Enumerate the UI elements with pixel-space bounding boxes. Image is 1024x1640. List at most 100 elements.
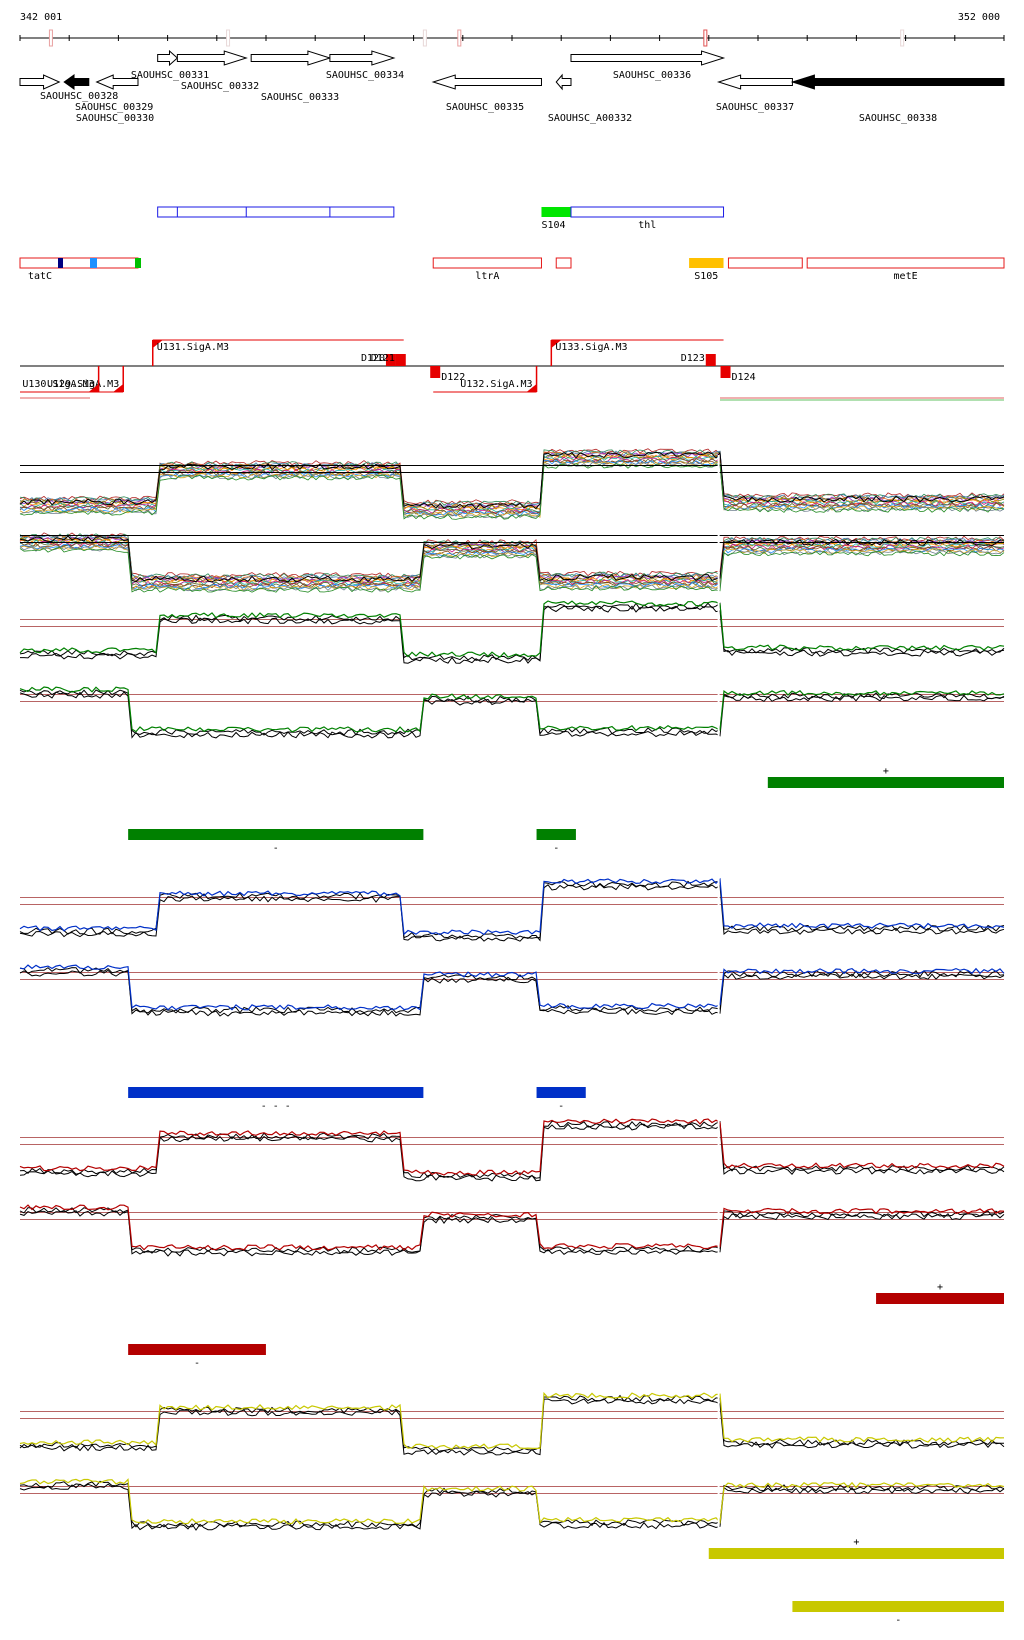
gene-arrow-SAOUHSC_00334 xyxy=(329,50,396,66)
overview-line xyxy=(19,448,1005,506)
axis-end-label: 352 000 xyxy=(957,12,1000,23)
domain-track: S104 thl xyxy=(157,206,725,231)
feature-box-2 xyxy=(555,257,572,269)
segment-bars-2: +- xyxy=(128,1282,1004,1369)
segment-bar-minus xyxy=(536,829,576,840)
segment-bars-0: + - - xyxy=(128,766,1004,854)
gene-label-SAOUHSC_00328: SAOUHSC_00328 xyxy=(40,91,118,102)
feature-label-ltrA: ltrA xyxy=(475,271,499,282)
gene-arrow-SAOUHSC_00338 xyxy=(790,74,1005,90)
track-minus-panel-2 xyxy=(19,1190,1005,1260)
terminator-label-D123: D123 xyxy=(681,353,705,364)
segment-bar-minus-label: - xyxy=(895,1615,901,1626)
profile-line-black xyxy=(20,605,1005,664)
segment-bar-minus-label: - xyxy=(553,843,559,854)
segment-bar-minus xyxy=(536,1087,586,1098)
profile-line-black xyxy=(19,1397,1005,1456)
promoter-flag-U129.SigA.M3 xyxy=(113,384,124,392)
axis-start-label: 342 001 xyxy=(20,12,63,23)
overview-line xyxy=(19,546,1005,593)
feature-box-1 xyxy=(432,257,542,269)
feature-box-4 xyxy=(727,257,803,269)
profile-line-colored xyxy=(19,1478,1005,1525)
profile-line-colored xyxy=(19,600,1005,658)
axis-marker xyxy=(457,29,462,47)
gene-arrow-SAOUHSC_00329 xyxy=(63,74,90,90)
axis-marker xyxy=(900,29,905,47)
terminator-D123 xyxy=(705,354,716,366)
profile-line-black xyxy=(19,689,1005,736)
segment-bar-plus-label: + xyxy=(883,766,889,777)
overview-line xyxy=(19,451,1005,509)
overview-plus-panel xyxy=(19,448,1005,525)
profile-line-black xyxy=(19,880,1005,939)
overview-minus-panel xyxy=(19,525,1005,595)
segment-bars-1: - - -- xyxy=(128,1087,586,1112)
feature-S105 xyxy=(689,258,724,268)
gene-label-SAOUHSC_00332: SAOUHSC_00332 xyxy=(181,81,259,92)
promoter-label-U133.SigA.M3: U133.SigA.M3 xyxy=(555,342,627,353)
terminator-label-D121: D121 xyxy=(371,353,395,364)
segment-bar-minus-label: - xyxy=(558,1101,564,1112)
tatC-mark xyxy=(90,258,97,268)
gene-arrow-SAOUHSC_00335 xyxy=(431,74,542,90)
profile-line-black xyxy=(19,602,1005,662)
feature-track: tatC ltrA S105 metE xyxy=(19,257,1005,282)
domain-S104 xyxy=(541,207,571,217)
promoter-label-U132.SigA.M3: U132.SigA.M3 xyxy=(460,379,532,390)
gene-label-SAOUHSC_A00332: SAOUHSC_A00332 xyxy=(548,113,632,124)
profile-line-colored xyxy=(19,1391,1005,1450)
promoter-flag-U133.SigA.M3 xyxy=(551,340,562,348)
terminator-label-D124: D124 xyxy=(732,372,756,383)
segment-bar-plus xyxy=(876,1293,1004,1304)
track-plus-panel-0 xyxy=(19,600,1005,670)
terminator-D122 xyxy=(430,366,441,378)
axis-marker xyxy=(422,29,427,47)
gene-arrow-SAOUHSC_00336 xyxy=(570,50,726,66)
profile-line-colored xyxy=(19,1204,1005,1251)
terminator-D120 xyxy=(385,354,396,366)
domain-label-thl: thl xyxy=(638,220,656,231)
promoter-label-U130.SigA.M3: U130.SigA.M3 xyxy=(22,379,94,390)
overview-line xyxy=(19,455,1005,513)
segment-bar-plus-label: + xyxy=(937,1282,943,1293)
track-minus-panel-0 xyxy=(19,672,1005,742)
terminator-D121 xyxy=(395,354,406,366)
segment-bar-minus-label: - xyxy=(194,1358,200,1369)
terminator-label-D122: D122 xyxy=(441,372,465,383)
gene-arrow-SAOUHSC_00328 xyxy=(19,74,61,90)
gene-label-SAOUHSC_00333: SAOUHSC_00333 xyxy=(261,92,339,103)
profile-line-black xyxy=(19,967,1005,1014)
gene-arrow-SAOUHSC_00332 xyxy=(176,50,248,66)
profile-line-black xyxy=(19,969,1005,1017)
segment-bar-minus xyxy=(128,1344,266,1355)
track-plus-panel-1 xyxy=(19,877,1005,948)
profile-line-colored xyxy=(19,877,1005,936)
overview-line xyxy=(19,543,1005,590)
gene-arrow-SAOUHSC_00330 xyxy=(95,74,139,90)
profile-line-black xyxy=(19,1209,1005,1257)
segment-bar-minus xyxy=(128,1087,424,1098)
promoter-label-U129.SigA.M3: U129.SigA.M3 xyxy=(47,379,119,390)
gene-arrow-SAOUHSC_A00332 xyxy=(555,73,572,91)
overview-line xyxy=(19,463,1005,520)
gene-label-SAOUHSC_00336: SAOUHSC_00336 xyxy=(613,70,691,81)
axis-marker xyxy=(48,29,53,47)
profile-line-colored xyxy=(19,686,1005,733)
domain-box-2 xyxy=(570,206,725,218)
feature-box-5 xyxy=(806,257,1005,269)
domain-label-S104: S104 xyxy=(541,220,565,231)
terminator-label-D120: D120 xyxy=(361,353,385,364)
feature-label-S105: S105 xyxy=(694,271,718,282)
promoter-flag-U132.SigA.M3 xyxy=(526,384,537,392)
overview-line xyxy=(19,543,1005,589)
profile-line-black xyxy=(19,1394,1004,1453)
segment-bar-minus xyxy=(792,1601,1004,1612)
overview-line xyxy=(19,546,1005,592)
gene-arrow-SAOUHSC_00333 xyxy=(250,50,332,66)
profile-line-colored xyxy=(19,1118,1005,1176)
gene-label-SAOUHSC_00329: SAOUHSC_00329 xyxy=(75,102,153,113)
gene-label-SAOUHSC_00338: SAOUHSC_00338 xyxy=(859,113,937,124)
